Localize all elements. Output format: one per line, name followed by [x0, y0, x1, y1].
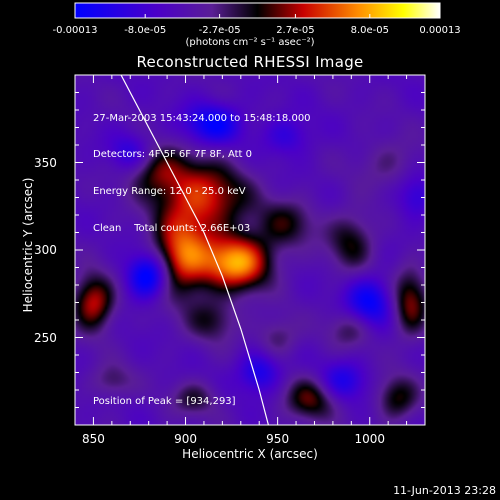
x-tick-label: 850: [81, 432, 105, 446]
colorbar-units: (photons cm⁻² s⁻¹ asec⁻²): [185, 37, 315, 48]
annotation-energy-range: Energy Range: 12.0 - 25.0 keV: [93, 186, 246, 198]
x-axis-label: Heliocentric X (arcsec): [182, 447, 318, 461]
footer-date: 11-Jun-2013 23:28: [393, 484, 496, 497]
y-tick-label: 250: [34, 330, 57, 345]
colorbar-ticks: [74, 14, 441, 18]
colorbar-tick-label: 0.00013: [419, 25, 461, 36]
annotation-detectors: Detectors: 4F 5F 6F 7F 8F, Att 0: [93, 149, 253, 161]
x-tick-label: 950: [266, 432, 290, 446]
colorbar-tick-label: 8.0e-05: [350, 25, 389, 36]
peak-position-label: Position of Peak = [934,293]: [93, 396, 236, 407]
y-tick-label: 350: [34, 155, 57, 170]
annotation-block: 27-Mar-2003 15:43:24.000 to 15:48:18.000…: [93, 88, 311, 248]
annotation-time-range: 27-Mar-2003 15:43:24.000 to 15:48:18.000: [93, 112, 311, 124]
colorbar-tick-label: -2.7e-05: [198, 25, 241, 36]
x-tick-label: 1000: [354, 432, 386, 446]
colorbar-tick-label: -0.00013: [52, 25, 98, 36]
annotation-total-counts: Clean Total counts: 2.66E+03: [93, 223, 251, 235]
y-axis-label: Heliocentric Y (arcsec): [21, 177, 35, 313]
y-tick-label: 300: [34, 243, 57, 257]
colorbar-tick-label: -8.0e-05: [124, 25, 167, 36]
heatmap-image: [75, 75, 425, 425]
x-tick-label: 900: [174, 432, 197, 446]
colorbar-tick-label: 2.7e-05: [276, 25, 315, 36]
solar-limb-curve: [120, 75, 270, 425]
colorbar: [74, 2, 441, 19]
chart-title: Reconstructed RHESSI Image: [136, 53, 364, 71]
axis-ticks: [75, 74, 426, 426]
